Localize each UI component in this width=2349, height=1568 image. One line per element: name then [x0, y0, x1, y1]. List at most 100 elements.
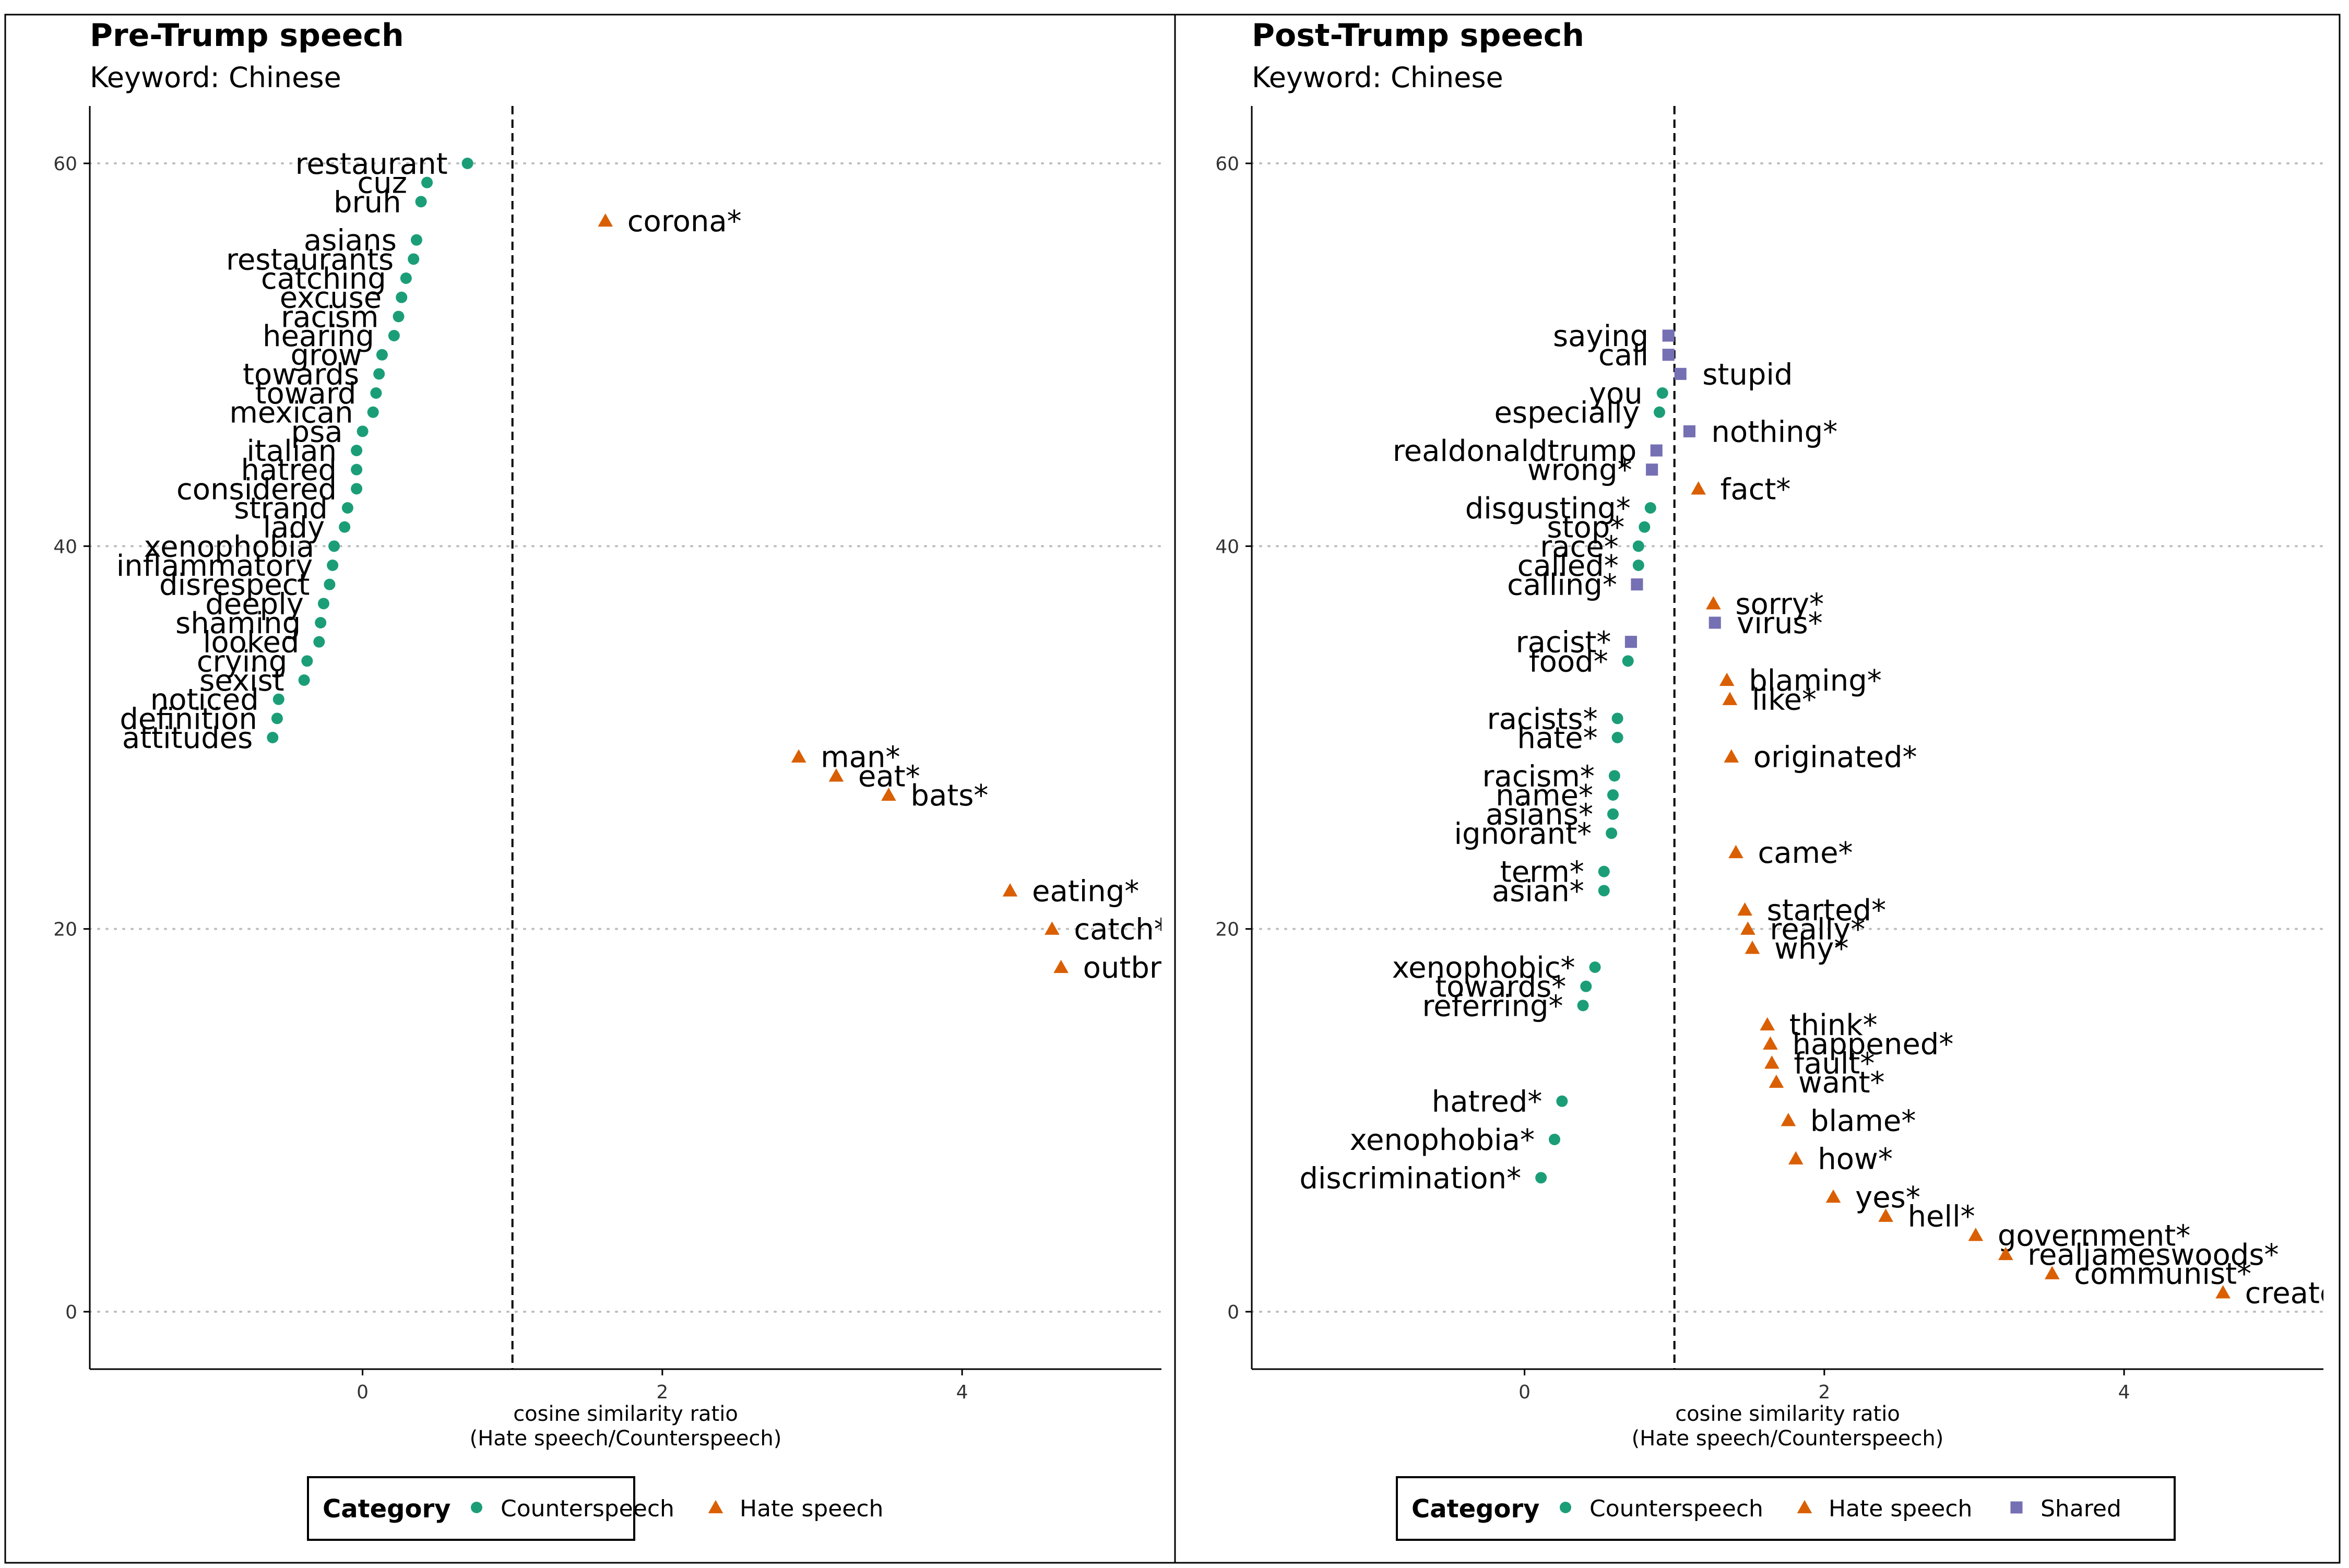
point-label: saying — [1553, 319, 1648, 353]
point-counterspeech — [408, 253, 420, 265]
legend-label: Shared — [2040, 1495, 2121, 1522]
point-label: called* — [1517, 549, 1619, 583]
point-label: fact* — [1721, 472, 1791, 506]
point-label: like* — [1752, 683, 1817, 717]
point-hate_speech — [1002, 883, 1018, 897]
point-label: racism* — [1482, 759, 1594, 793]
point-hate_speech — [1053, 959, 1069, 973]
point-label: fault* — [1794, 1047, 1875, 1080]
y-tick-label: 20 — [53, 919, 77, 941]
y-tick-label: 40 — [1215, 536, 1239, 557]
x-tick-label: 2 — [656, 1382, 668, 1403]
point-label: man* — [821, 741, 900, 775]
panel-border — [4, 14, 1176, 1564]
point-shared — [1631, 578, 1643, 591]
point-label: hearing — [263, 319, 374, 353]
point-counterspeech — [1549, 1134, 1561, 1145]
point-counterspeech — [267, 732, 279, 743]
point-counterspeech — [461, 158, 473, 169]
legend: Category Counterspeech Hate speech Shared — [1396, 1476, 2176, 1541]
point-counterspeech — [1622, 655, 1634, 667]
point-shared — [1646, 464, 1658, 476]
point-shared — [1662, 349, 1675, 361]
point-label: disgusting* — [1465, 492, 1631, 526]
point-counterspeech — [1656, 387, 1668, 399]
point-hate_speech — [828, 768, 844, 782]
point-label: wrong* — [1527, 454, 1632, 488]
point-label: strand — [234, 492, 328, 526]
chart-subtitle: Keyword: Chinese — [1252, 61, 1503, 94]
point-counterspeech — [327, 560, 339, 571]
point-counterspeech — [1608, 770, 1620, 782]
point-hate_speech — [598, 213, 613, 227]
point-hate_speech — [1706, 596, 1721, 610]
legend-label: Hate speech — [740, 1495, 883, 1522]
point-counterspeech — [1580, 980, 1592, 992]
point-hate_speech — [1691, 481, 1706, 495]
point-counterspeech — [1606, 827, 1618, 839]
point-hate_speech — [1728, 845, 1743, 859]
point-counterspeech — [1598, 885, 1610, 897]
point-counterspeech — [370, 387, 382, 399]
point-label: hatred — [241, 454, 337, 488]
point-hate_speech — [2044, 1266, 2060, 1279]
point-shared — [1709, 616, 1721, 629]
point-hate_speech — [1825, 1189, 1841, 1203]
legend-label: Hate speech — [1829, 1495, 1972, 1522]
point-label: came* — [1758, 836, 1853, 870]
y-tick-label: 0 — [1227, 1302, 1239, 1323]
point-hate_speech — [1764, 1055, 1779, 1069]
point-label: sexist — [199, 664, 284, 698]
point-label: outbreak* — [1083, 951, 1228, 985]
point-label: asians — [304, 224, 397, 258]
point-counterspeech — [341, 502, 353, 514]
point-label: want* — [1798, 1066, 1885, 1100]
point-hate_speech — [1740, 921, 1755, 935]
point-counterspeech — [1607, 808, 1619, 820]
point-counterspeech — [1598, 865, 1610, 877]
point-label: towards* — [1435, 970, 1566, 1004]
point-hate_speech — [1045, 921, 1060, 935]
point-hate_speech — [1719, 672, 1735, 686]
point-counterspeech — [271, 712, 283, 724]
point-label: term* — [1500, 856, 1584, 889]
point-hate_speech — [1788, 1151, 1804, 1165]
chart-panel-pre-trump: Pre-Trump speech Keyword: Chinese 0 20 40 60 0… — [4, 14, 1228, 1564]
point-counterspeech — [376, 349, 388, 361]
point-label: excuse — [280, 281, 382, 315]
point-label: realjameswoods* — [2027, 1238, 2279, 1272]
point-label: hate* — [1517, 721, 1597, 755]
x-tick-label: 2 — [1818, 1382, 1830, 1403]
point-label: started* — [1767, 894, 1886, 928]
point-label: race* — [1540, 530, 1619, 564]
point-counterspeech — [328, 540, 340, 552]
point-label: blame* — [1810, 1104, 1916, 1138]
point-counterspeech — [324, 578, 336, 590]
point-label: asians* — [1486, 798, 1593, 832]
point-label: think* — [1789, 1008, 1878, 1042]
point-label: xenophobia — [144, 530, 314, 564]
point-label: definition — [120, 702, 257, 736]
point-counterspeech — [1639, 521, 1651, 533]
chart-title: Pre-Trump speech — [90, 17, 404, 54]
point-shared — [1683, 425, 1695, 437]
point-counterspeech — [315, 617, 327, 628]
y-tick-label: 40 — [53, 536, 77, 557]
point-label: racism — [281, 300, 378, 334]
point-label: call — [1598, 339, 1648, 373]
point-label: food* — [1529, 645, 1608, 679]
legend-label: Counterspeech — [501, 1495, 674, 1522]
point-label: created* — [2245, 1276, 2349, 1310]
point-label: asian* — [1492, 874, 1584, 908]
point-label: attitudes — [122, 721, 253, 755]
point-label: government* — [1998, 1219, 2190, 1253]
point-label: cuz — [357, 167, 407, 200]
y-tick-label: 0 — [65, 1302, 77, 1323]
point-label: yes* — [1855, 1181, 1920, 1215]
legend-title: Category — [323, 1494, 450, 1524]
point-counterspeech — [351, 445, 363, 456]
legend-box — [1396, 1476, 2176, 1541]
